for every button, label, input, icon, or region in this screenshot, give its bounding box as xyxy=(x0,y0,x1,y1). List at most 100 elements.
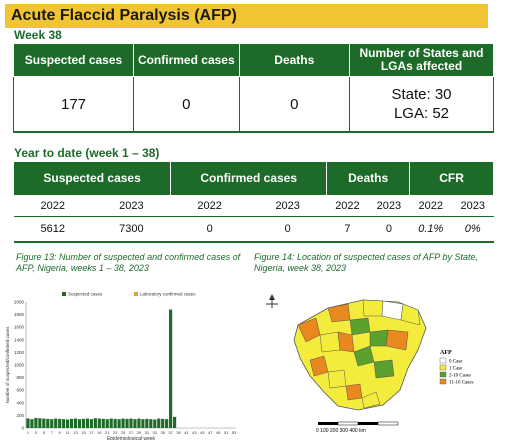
suspected-bar xyxy=(117,419,121,428)
suspected-bar xyxy=(105,419,109,428)
x-axis-title: Epidemiological week xyxy=(107,436,156,440)
suspected-bar xyxy=(145,418,149,428)
y-tick-label: 2000 xyxy=(14,300,25,305)
ytd-header-suspected: Suspected cases xyxy=(12,161,172,196)
suspected-bar xyxy=(153,419,157,428)
value-lgas: LGA: 52 xyxy=(393,105,450,122)
ytd-year: 2022 xyxy=(326,195,369,217)
suspected-bar xyxy=(81,418,86,428)
ytd-year: 2023 xyxy=(92,195,171,217)
legend-swatch xyxy=(439,364,447,371)
ytd-year: 2023 xyxy=(248,195,327,217)
legend-swatch xyxy=(439,378,447,385)
map-scale-bar: 0 100 200 300 400 km xyxy=(316,421,399,434)
y-tick-label: 1400 xyxy=(14,337,25,342)
value-states-lgas: State: 30 LGA: 52 xyxy=(348,76,495,133)
value-suspected: 177 xyxy=(13,76,134,133)
x-tick-label: 51 xyxy=(224,430,229,435)
week-label: Week 38 xyxy=(14,28,62,42)
y-tick-label: 1000 xyxy=(14,363,25,368)
ytd-value-cfr-2023: 0% xyxy=(451,216,494,243)
value-confirmed: 0 xyxy=(133,76,240,133)
state-region xyxy=(361,391,381,409)
x-tick-label: 11 xyxy=(66,430,71,435)
y-tick-label: 1800 xyxy=(14,312,25,317)
ytd-year: 2023 xyxy=(451,195,494,217)
header-confirmed: Confirmed cases xyxy=(133,43,240,77)
suspected-bar xyxy=(113,418,117,428)
x-tick-label: 53 xyxy=(232,430,237,435)
north-arrow-icon xyxy=(266,294,278,308)
y-tick-label: 200 xyxy=(16,413,24,418)
suspected-bar xyxy=(77,419,82,428)
section-title: Acute Flaccid Paralysis (AFP) xyxy=(5,4,488,28)
ytd-year: 2022 xyxy=(170,195,249,217)
suspected-bar xyxy=(125,418,129,428)
suspected-bar xyxy=(157,418,161,428)
x-tick-label: 23 xyxy=(113,430,118,435)
legend-swatch xyxy=(439,371,447,378)
x-tick-label: 35 xyxy=(160,430,165,435)
x-tick-label: 33 xyxy=(153,430,158,435)
ytd-value-suspected-2023: 7300 xyxy=(92,216,171,243)
map-legend: AFP 0 Case 1 Case 2-10 Cases 11-16 Cases xyxy=(439,350,473,386)
y-tick-label: 600 xyxy=(16,388,24,393)
x-tick-label: 27 xyxy=(129,430,134,435)
suspected-bar xyxy=(50,419,54,428)
y-tick-label: 0 xyxy=(21,426,24,431)
suspected-bar xyxy=(133,419,137,428)
nigeria-afp-map: AFP 0 Case 1 Case 2-10 Cases 11-16 Cases… xyxy=(266,294,473,434)
ytd-value-deaths-2022: 7 xyxy=(326,216,369,243)
suspected-bar xyxy=(69,418,74,428)
ytd-value-suspected-2022: 5612 xyxy=(13,216,93,243)
x-tick-label: 15 xyxy=(81,430,86,435)
x-tick-label: 41 xyxy=(184,430,189,435)
x-tick-label: 19 xyxy=(97,430,102,435)
suspected-bar xyxy=(129,418,133,428)
suspected-bar xyxy=(101,418,105,428)
suspected-bar xyxy=(109,418,113,428)
x-tick-label: 3 xyxy=(35,430,38,435)
x-tick-label: 43 xyxy=(192,430,197,435)
ytd-value-cfr-2022: 0.1% xyxy=(409,216,452,243)
suspected-bar xyxy=(89,419,93,428)
suspected-bar xyxy=(137,418,141,428)
y-tick-label: 400 xyxy=(16,400,24,405)
legend-label: 1 Case xyxy=(449,367,463,372)
state-region xyxy=(337,331,355,353)
suspected-bar xyxy=(85,418,89,428)
header-deaths: Deaths xyxy=(238,43,350,77)
legend-swatch xyxy=(134,292,138,296)
y-tick-label: 1600 xyxy=(14,325,25,330)
ytd-value-deaths-2023: 0 xyxy=(368,216,410,243)
x-tick-label: 31 xyxy=(145,430,150,435)
suspected-bar xyxy=(46,418,50,428)
legend-label: Laboratory confirmed cases xyxy=(140,292,196,297)
x-tick-label: 13 xyxy=(73,430,78,435)
suspected-bar xyxy=(97,418,101,428)
value-deaths: 0 xyxy=(238,76,350,133)
ytd-header-deaths: Deaths xyxy=(326,161,411,196)
x-tick-label: 25 xyxy=(121,430,126,435)
x-tick-label: 37 xyxy=(168,430,173,435)
x-tick-label: 9 xyxy=(59,430,62,435)
legend-swatch xyxy=(62,292,66,296)
x-tick-label: 5 xyxy=(43,430,46,435)
suspected-bar xyxy=(30,419,34,428)
x-tick-label: 17 xyxy=(89,430,94,435)
ytd-table: Suspected cases Confirmed cases Deaths C… xyxy=(12,161,494,243)
suspected-bar xyxy=(165,419,169,428)
legend-label: 11-16 Cases xyxy=(449,381,473,386)
suspected-bar xyxy=(73,418,78,428)
ytd-year: 2022 xyxy=(409,195,452,217)
ytd-label: Year to date (week 1 – 38) xyxy=(14,146,160,160)
legend-label: 0 Case xyxy=(449,360,463,365)
value-states: State: 30 xyxy=(391,86,452,103)
ytd-year: 2022 xyxy=(13,195,93,217)
suspected-bar xyxy=(161,418,165,428)
header-suspected: Suspected cases xyxy=(13,43,134,77)
state-region xyxy=(369,329,389,347)
x-tick-label: 49 xyxy=(216,430,221,435)
x-tick-label: 29 xyxy=(137,430,142,435)
header-states: Number of States and LGAs affected xyxy=(348,43,495,77)
